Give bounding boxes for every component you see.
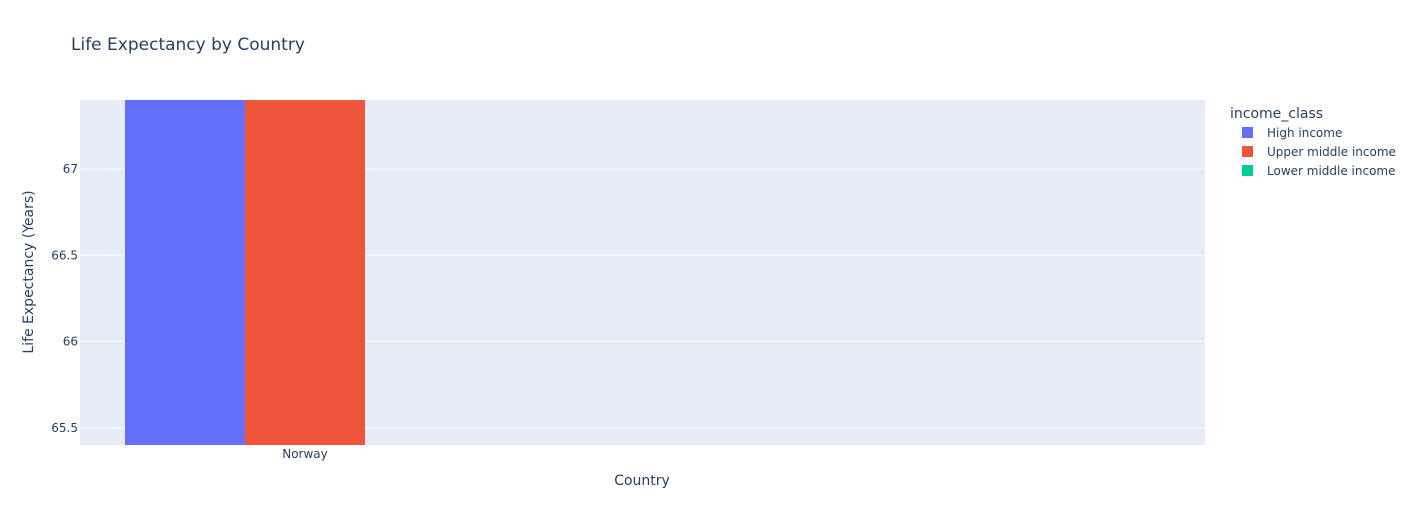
legend-label: High income [1267,126,1342,140]
x-tick-label: Norway [282,447,328,461]
legend-items: High income Upper middle income Lower midd… [1242,126,1396,178]
legend-swatch [1242,146,1253,157]
y-tick-label: 66 [63,335,78,349]
legend-label: Lower middle income [1267,164,1396,178]
y-tick-label: 65.5 [51,421,78,435]
y-tick-label: 67 [63,162,78,176]
y-axis-title: Life Expectancy (Years) [21,190,37,353]
chart-title: Life Expectancy by Country [71,35,305,55]
x-axis-ticks: Norway [282,447,328,461]
bar-high-income[interactable] [125,100,245,445]
legend-swatch [1242,165,1253,176]
legend-swatch [1242,127,1253,138]
legend-label: Upper middle income [1267,145,1396,159]
y-tick-label: 66.5 [51,248,78,262]
legend-item[interactable]: High income [1242,126,1342,140]
legend: income_class High income Upper middle inc… [1230,106,1396,178]
legend-title: income_class [1230,106,1323,122]
bar-series-group [125,100,365,445]
y-axis-ticks: 65.5 66 66.5 67 [51,162,78,435]
legend-item[interactable]: Upper middle income [1242,145,1396,159]
legend-item[interactable]: Lower middle income [1242,164,1396,178]
x-axis-title: Country [614,473,670,489]
bar-upper-middle-income[interactable] [245,100,365,445]
